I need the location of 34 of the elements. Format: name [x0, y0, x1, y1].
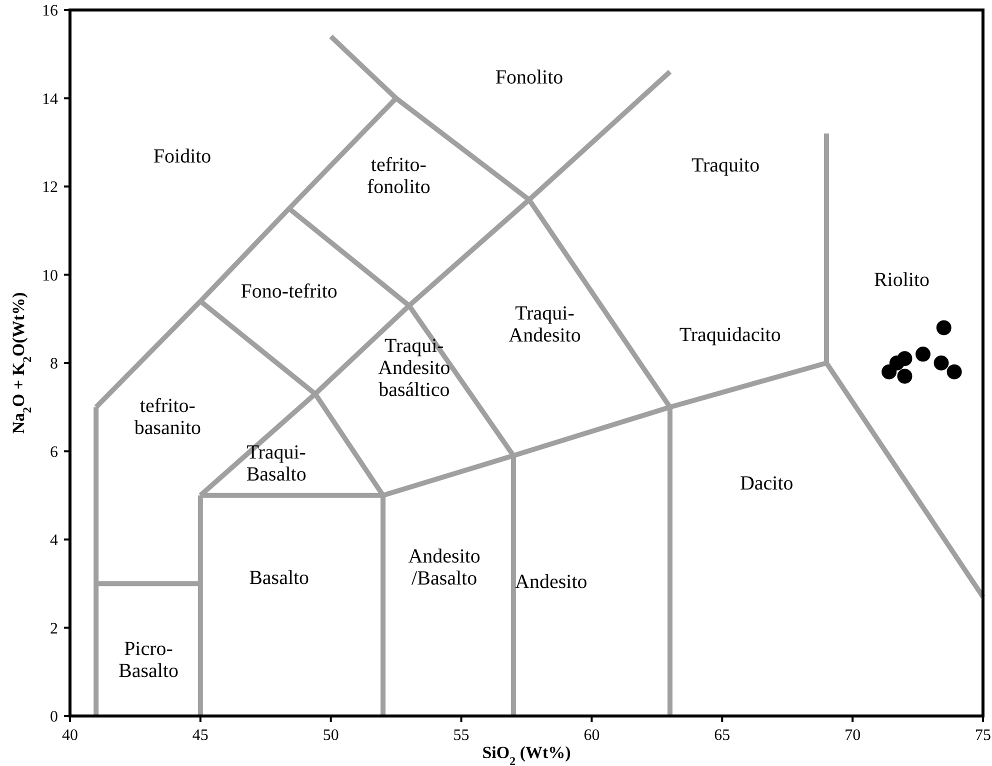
x-tick-label: 75 [975, 727, 991, 744]
annotation: Fonolito [495, 66, 564, 88]
x-tick-label: 60 [584, 727, 600, 744]
annotation: Picro- Basalto [118, 638, 179, 682]
annotation: Andesito [515, 571, 588, 594]
y-tick-label: 12 [42, 179, 58, 196]
x-tick-label: 65 [714, 727, 730, 744]
annotation: Fono-tefrito [240, 280, 338, 302]
x-tick-label: 55 [453, 727, 470, 744]
annotation: Traqui- Andesito basáltico [378, 335, 450, 402]
annotation: Traqui- Basalto [246, 442, 306, 486]
annotation: tefrito- fonolito [367, 154, 430, 198]
x-tick-label: 40 [62, 727, 78, 744]
annotation: Andesito /Basalto [408, 545, 480, 590]
annotation: Basalto [249, 566, 310, 589]
y-tick-label: 0 [50, 708, 58, 726]
y-tick-label: 4 [50, 532, 58, 550]
y-tick-label: 2 [50, 620, 58, 638]
y-tick-label: 10 [42, 267, 58, 284]
annotation: Traquidacito [679, 324, 781, 346]
y-tick-label: 14 [42, 90, 58, 108]
annotation: Traqui- Andesito [508, 302, 581, 346]
y-tick-label: 8 [50, 356, 58, 373]
x-tick-label: 50 [322, 727, 339, 744]
x-tick-label: 70 [844, 727, 861, 744]
y-tick-label: 16 [42, 2, 58, 20]
annotation: tefrito- basanito [134, 394, 202, 439]
annotation: Dacito [740, 472, 794, 494]
annotation: Foidito [153, 145, 212, 168]
x-tick-label: 45 [192, 727, 208, 744]
annotation: Riolito [874, 268, 930, 291]
annotation: Traquito [691, 154, 760, 177]
y-tick-label: 6 [50, 444, 58, 461]
x-axis-title: SiO$_{2}$ (Wt%) [482, 743, 571, 766]
